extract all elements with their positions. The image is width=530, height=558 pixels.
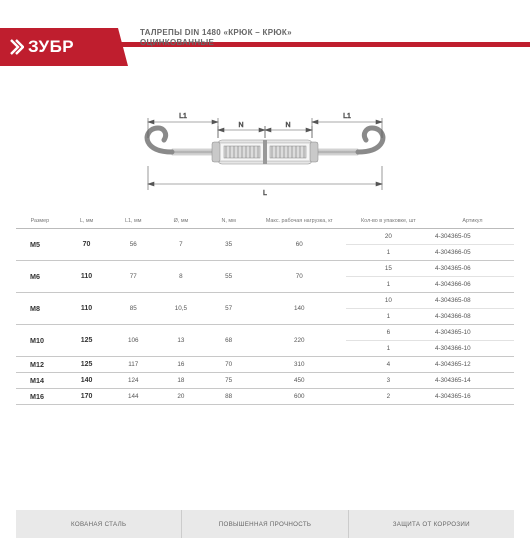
brand-name-text: ЗУБР <box>28 37 74 57</box>
cell-N: 75 <box>205 373 253 389</box>
cell-D: 10,5 <box>157 293 205 325</box>
cell-L1: 144 <box>109 389 157 405</box>
cell-L1: 56 <box>109 229 157 261</box>
cell-art: 4-304365-08 <box>431 293 514 309</box>
page-title: ТАЛРЕПЫ DIN 1480 «КРЮК – КРЮК» ОЦИНКОВАН… <box>140 28 292 49</box>
cell-pack: 1 <box>346 245 431 261</box>
cell-size: M14 <box>16 373 64 389</box>
cell-size: M8 <box>16 293 64 325</box>
table-row: M81108510,557140104-304365-08 <box>16 293 514 309</box>
cell-L: 110 <box>64 293 110 325</box>
dim-L1-right: L1 <box>343 113 351 120</box>
cell-art: 4-304365-06 <box>431 261 514 277</box>
table-row: M12125117167031044-304365-12 <box>16 357 514 373</box>
cell-art: 4-304366-05 <box>431 245 514 261</box>
cell-N: 35 <box>205 229 253 261</box>
col-L: L, мм <box>64 218 110 229</box>
col-D: Ø, мм <box>157 218 205 229</box>
cell-size: M10 <box>16 325 64 357</box>
cell-D: 13 <box>157 325 205 357</box>
cell-N: 88 <box>205 389 253 405</box>
cell-load: 310 <box>253 357 346 373</box>
cell-D: 18 <box>157 373 205 389</box>
cell-load: 600 <box>253 389 346 405</box>
feature-corrosion-proof: ЗАЩИТА ОТ КОРРОЗИИ <box>348 510 514 538</box>
cell-N: 55 <box>205 261 253 293</box>
cell-load: 450 <box>253 373 346 389</box>
table-row: M16170144208860024-304365-16 <box>16 389 514 405</box>
cell-pack: 1 <box>346 341 431 357</box>
cell-L: 125 <box>64 357 110 373</box>
cell-L1: 77 <box>109 261 157 293</box>
cell-L: 140 <box>64 373 110 389</box>
page-title-line2: ОЦИНКОВАННЫЕ <box>140 38 292 48</box>
cell-pack: 4 <box>346 357 431 373</box>
cell-pack: 1 <box>346 277 431 293</box>
brand-chevron-icon <box>10 38 24 56</box>
cell-D: 8 <box>157 261 205 293</box>
cell-size: M6 <box>16 261 64 293</box>
table-row: M10125106136822064-304365-10 <box>16 325 514 341</box>
cell-art: 4-304365-16 <box>431 389 514 405</box>
table-row: M5705673560204-304365-05 <box>16 229 514 245</box>
table-row: M14140124187545034-304365-14 <box>16 373 514 389</box>
feature-high-strength: ПОВЫШЕННАЯ ПРОЧНОСТЬ <box>181 510 347 538</box>
cell-D: 16 <box>157 357 205 373</box>
cell-L1: 117 <box>109 357 157 373</box>
cell-L: 170 <box>64 389 110 405</box>
cell-L1: 85 <box>109 293 157 325</box>
spec-table: Размер L, мм L1, мм Ø, мм N, мм Макс. ра… <box>16 218 514 405</box>
cell-L1: 124 <box>109 373 157 389</box>
header: ЗУБР ТАЛРЕПЫ DIN 1480 «КРЮК – КРЮК» ОЦИН… <box>0 28 530 82</box>
cell-pack: 10 <box>346 293 431 309</box>
feature-bar: КОВАНАЯ СТАЛЬ ПОВЫШЕННАЯ ПРОЧНОСТЬ ЗАЩИТ… <box>16 510 514 538</box>
cell-load: 220 <box>253 325 346 357</box>
cell-art: 4-304366-08 <box>431 309 514 325</box>
cell-L: 125 <box>64 325 110 357</box>
cell-pack: 20 <box>346 229 431 245</box>
cell-N: 68 <box>205 325 253 357</box>
cell-L1: 106 <box>109 325 157 357</box>
table-row: M61107785570154-304365-06 <box>16 261 514 277</box>
col-art: Артикул <box>431 218 514 229</box>
col-N: N, мм <box>205 218 253 229</box>
brand-logo: ЗУБР <box>0 28 118 66</box>
cell-N: 70 <box>205 357 253 373</box>
cell-art: 4-304365-14 <box>431 373 514 389</box>
cell-D: 20 <box>157 389 205 405</box>
cell-load: 60 <box>253 229 346 261</box>
cell-pack: 6 <box>346 325 431 341</box>
cell-art: 4-304365-05 <box>431 229 514 245</box>
cell-L: 70 <box>64 229 110 261</box>
cell-art: 4-304366-10 <box>431 341 514 357</box>
cell-size: M12 <box>16 357 64 373</box>
dim-N-right: N <box>285 122 290 129</box>
cell-pack: 1 <box>346 309 431 325</box>
col-size: Размер <box>16 218 64 229</box>
col-load: Макс. рабочая нагрузка, кг <box>253 218 346 229</box>
cell-pack: 2 <box>346 389 431 405</box>
table-header-row: Размер L, мм L1, мм Ø, мм N, мм Макс. ра… <box>16 218 514 229</box>
product-diagram: L L1 N N L1 <box>112 100 418 200</box>
cell-pack: 3 <box>346 373 431 389</box>
cell-art: 4-304365-12 <box>431 357 514 373</box>
dim-N-left: N <box>238 122 243 129</box>
cell-size: M16 <box>16 389 64 405</box>
cell-N: 57 <box>205 293 253 325</box>
brand-name: ЗУБР <box>10 37 74 57</box>
col-L1: L1, мм <box>109 218 157 229</box>
cell-load: 70 <box>253 261 346 293</box>
cell-load: 140 <box>253 293 346 325</box>
cell-D: 7 <box>157 229 205 261</box>
cell-L: 110 <box>64 261 110 293</box>
cell-art: 4-304366-06 <box>431 277 514 293</box>
feature-forged-steel: КОВАНАЯ СТАЛЬ <box>16 510 181 538</box>
page-title-line1: ТАЛРЕПЫ DIN 1480 «КРЮК – КРЮК» <box>140 28 292 38</box>
dim-L: L <box>263 190 267 197</box>
cell-pack: 15 <box>346 261 431 277</box>
cell-art: 4-304365-10 <box>431 325 514 341</box>
dim-L1-left: L1 <box>179 113 187 120</box>
cell-size: M5 <box>16 229 64 261</box>
col-pack: Кол-во в упаковке, шт <box>346 218 431 229</box>
